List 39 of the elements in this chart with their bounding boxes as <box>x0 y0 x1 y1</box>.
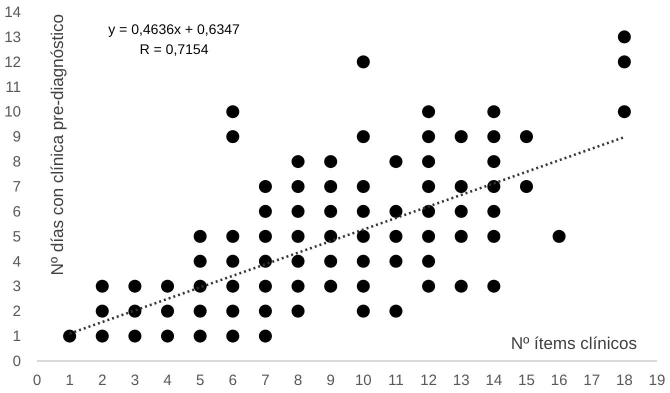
y-tick-label: 4 <box>12 253 21 270</box>
x-tick-label: 0 <box>32 372 42 389</box>
x-tick-label: 12 <box>420 372 437 389</box>
y-tick-label: 9 <box>12 128 21 146</box>
x-tick-label: 1 <box>65 372 74 389</box>
y-tick-label: 1 <box>12 328 21 346</box>
y-tick-label: 7 <box>12 178 21 196</box>
x-tick-label: 14 <box>486 372 502 389</box>
x-tick-label: 16 <box>550 372 568 389</box>
x-tick-label: 18 <box>616 372 633 389</box>
x-tick-label: 13 <box>452 372 470 389</box>
y-tick-label: 10 <box>4 104 21 121</box>
x-tick-label: 5 <box>196 372 204 389</box>
y-tick-label: 2 <box>12 303 21 320</box>
y-tick-label: 11 <box>5 78 21 96</box>
y-tick-label: 13 <box>4 28 21 46</box>
y-tick-label: 6 <box>12 203 21 220</box>
y-tick-label: 0 <box>12 353 21 370</box>
x-axis-title: Nº ítems clínicos <box>510 334 637 353</box>
x-tick-label: 8 <box>294 372 302 389</box>
x-tick-label: 10 <box>354 372 372 389</box>
x-tick-label: 3 <box>130 372 140 389</box>
x-tick-label: 6 <box>228 372 237 389</box>
x-tick-label: 19 <box>648 372 666 389</box>
x-tick-label: 2 <box>98 372 106 389</box>
x-tick-label: 17 <box>583 372 600 389</box>
x-tick-label: 7 <box>261 372 270 389</box>
y-tick-label: 8 <box>12 154 21 171</box>
x-tick-label: 9 <box>326 372 335 389</box>
annotation: R = 0,7154 <box>140 41 209 57</box>
y-tick-label: 5 <box>12 228 21 246</box>
y-tick-label: 3 <box>12 278 21 296</box>
x-tick-label: 15 <box>518 372 535 389</box>
x-tick-label: 11 <box>388 372 404 389</box>
y-tick-label: 12 <box>4 54 21 71</box>
annotation: y = 0,4636x + 0,6347 <box>108 21 240 37</box>
y-tick-label: 14 <box>4 4 21 21</box>
x-tick-label: 4 <box>163 372 172 389</box>
y-axis-title: Nº días con clínica pre-diagnóstico <box>48 14 67 276</box>
